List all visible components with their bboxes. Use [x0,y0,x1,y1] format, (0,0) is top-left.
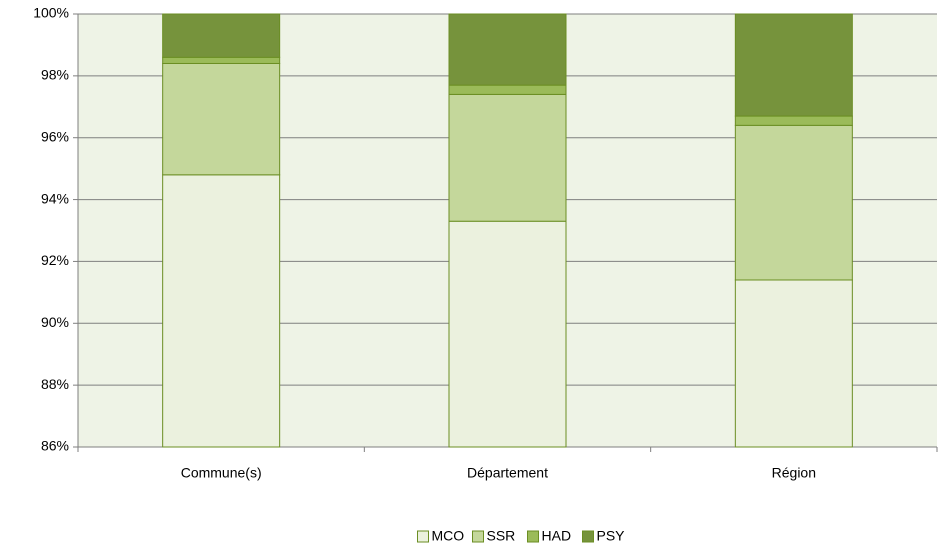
x-tick-label: Commune(s) [181,465,262,481]
legend-label: MCO [432,528,465,544]
bar-segment [448,93,567,222]
y-tick-label: 100% [33,5,69,21]
bar-segment [448,84,567,95]
bar-segment [162,62,281,176]
legend-swatch [472,530,484,543]
y-tick-label: 86% [41,438,69,454]
legend-label: HAD [542,528,572,544]
legend-swatch [527,530,539,543]
bar-segment [448,220,567,448]
y-tick-label: 98% [41,67,69,83]
bar-segment [448,13,567,86]
legend-label: SSR [487,528,516,544]
bar-segment [162,56,281,64]
x-tick-label: Région [772,465,816,481]
bar-segment [734,13,853,117]
bar-segment [734,124,853,281]
legend-swatch [417,530,429,543]
legend-swatch [582,530,594,543]
x-tick-label: Département [467,465,548,481]
legend-label: PSY [597,528,626,544]
y-tick-label: 96% [41,128,69,144]
bar-segment [734,279,853,448]
y-tick-label: 88% [41,376,69,392]
bar-segment [162,13,281,58]
bar-segment [734,115,853,126]
y-tick-label: 92% [41,252,69,268]
y-tick-label: 90% [41,314,69,330]
bar-segment [162,174,281,448]
y-tick-label: 94% [41,190,69,206]
